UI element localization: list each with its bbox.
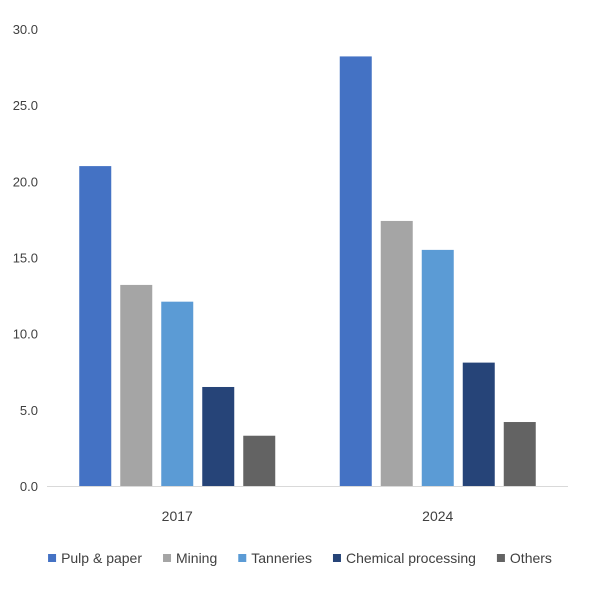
legend-label: Tanneries	[251, 550, 312, 566]
legend-label: Chemical processing	[346, 550, 476, 566]
legend-swatch	[332, 554, 341, 562]
legend-swatch	[238, 554, 247, 562]
legend-label: Pulp & paper	[61, 550, 142, 566]
legend-swatch	[163, 554, 172, 562]
legend-item: Mining	[163, 550, 217, 566]
legend: Pulp & paper Mining Tanneries Chemical proc…	[48, 550, 552, 566]
y-tick-label: 20.0	[13, 174, 38, 189]
bar-tanneries-2017	[161, 301, 194, 486]
x-category-label: 2024	[422, 508, 453, 524]
legend-label: Mining	[176, 550, 217, 566]
legend-item: Tanneries	[238, 550, 312, 566]
y-tick-label: 30.0	[13, 22, 38, 37]
y-tick-label: 10.0	[13, 327, 38, 342]
legend-item: Others	[496, 550, 552, 566]
legend-item: Chemical processing	[332, 550, 476, 566]
bar-others-2024	[503, 422, 536, 486]
y-axis: 0.0 5.0 10.0 15.0 20.0 25.0 30.0	[13, 22, 38, 494]
bar-others-2017	[243, 435, 276, 486]
legend-label: Others	[510, 550, 552, 566]
bar-mining-2024	[380, 220, 413, 486]
y-tick-label: 25.0	[13, 98, 38, 113]
y-tick-label: 5.0	[20, 403, 38, 418]
bar-pulp-paper-2024	[339, 56, 372, 487]
bar-chemical-processing-2017	[202, 386, 235, 486]
legend-swatch	[48, 554, 57, 562]
x-category-label: 2017	[162, 508, 193, 524]
bar-tanneries-2024	[421, 249, 454, 486]
legend-swatch	[496, 554, 505, 562]
bar-pulp-paper-2017	[79, 166, 112, 486]
bar-mining-2017	[120, 284, 153, 486]
bar-chemical-processing-2024	[462, 362, 495, 486]
legend-item: Pulp & paper	[48, 550, 142, 566]
y-tick-label: 15.0	[13, 251, 38, 266]
bars	[79, 56, 536, 487]
y-tick-label: 0.0	[20, 479, 38, 494]
x-axis: 2017 2024	[162, 508, 454, 524]
